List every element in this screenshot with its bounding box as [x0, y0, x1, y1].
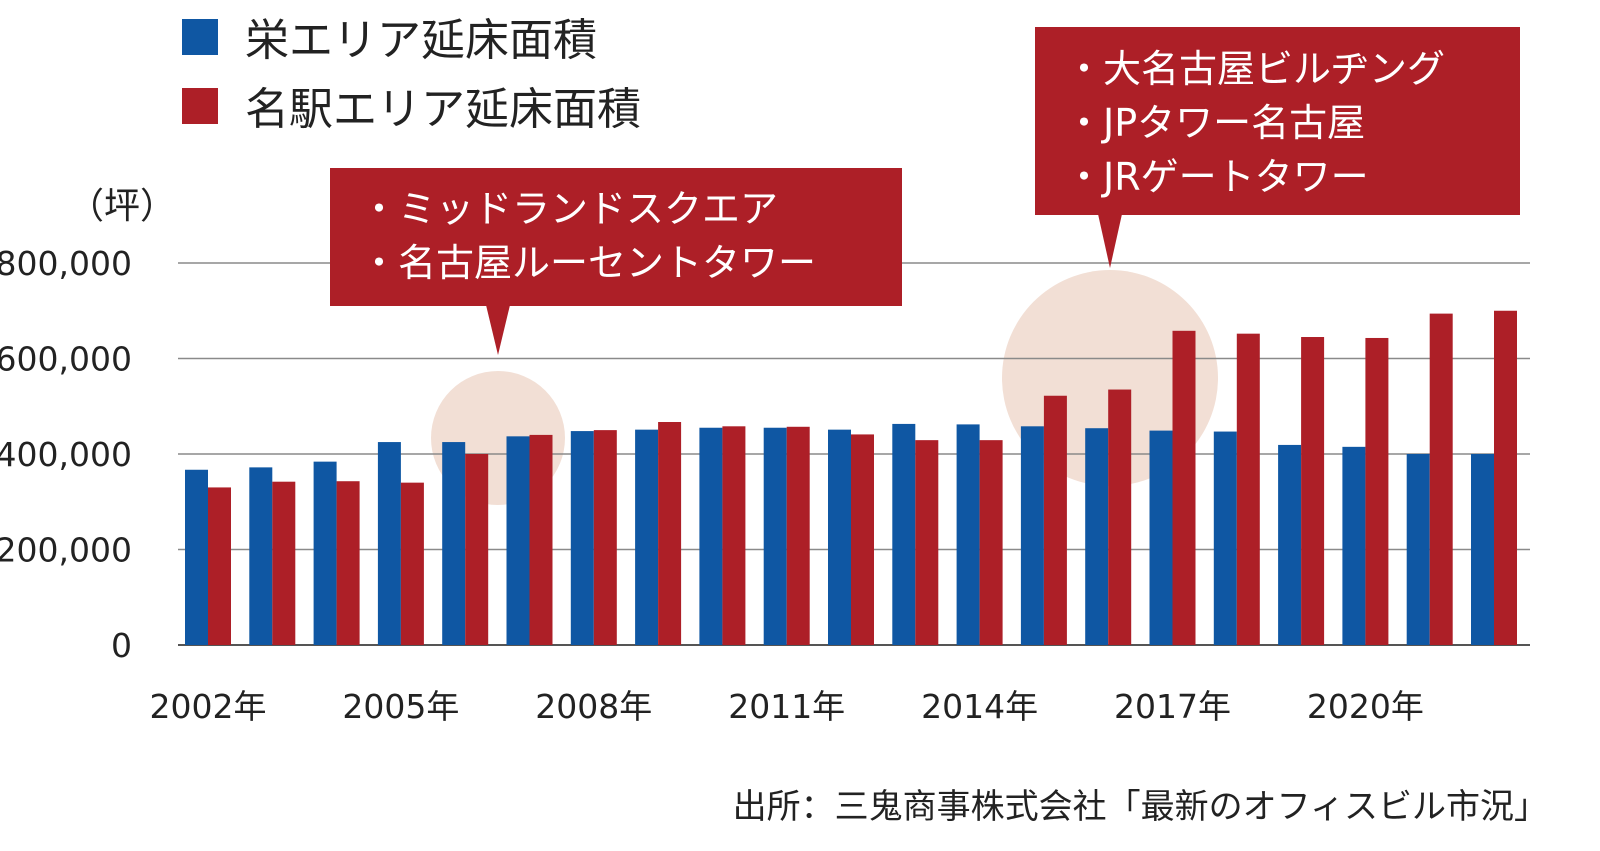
legend-swatch-sakae: [182, 19, 218, 55]
callout-text: ・大名古屋ビルヂング: [1065, 47, 1445, 91]
y-tick-label: 800,000: [0, 244, 132, 283]
bar-meieki-19: [1429, 313, 1453, 645]
bar-sakae-12: [956, 424, 980, 645]
callout-box: [330, 168, 902, 306]
bar-sakae-1: [249, 467, 273, 645]
y-unit-label: （坪）: [68, 186, 176, 227]
y-tick-label: 400,000: [0, 435, 132, 474]
bar-sakae-14: [1085, 428, 1109, 645]
callout-text: ・名古屋ルーセントタワー: [360, 241, 816, 285]
bar-sakae-19: [1406, 454, 1430, 645]
bar-meieki-0: [208, 487, 231, 645]
legend-label-meieki: 名駅エリア延床面積: [245, 84, 641, 135]
callout-text: ・JPタワー名古屋: [1065, 101, 1365, 145]
bar-meieki-8: [722, 426, 746, 645]
callout-pointer: [486, 305, 510, 355]
legend-swatch-meieki: [182, 88, 218, 124]
y-tick-label: 600,000: [0, 340, 132, 379]
callout-pointer: [1098, 214, 1122, 268]
bar-meieki-4: [465, 454, 489, 645]
bar-meieki-10: [851, 434, 874, 645]
bar-sakae-9: [763, 427, 787, 645]
bar-sakae-7: [635, 429, 659, 645]
legend: 栄エリア延床面積 名駅エリア延床面積: [182, 15, 641, 135]
bar-sakae-18: [1342, 446, 1366, 645]
y-tick-label: 0: [111, 626, 132, 665]
bars: [185, 310, 1517, 645]
bar-meieki-18: [1365, 337, 1389, 645]
x-tick-label: 2011年: [728, 687, 845, 726]
bar-meieki-7: [658, 422, 682, 645]
bar-sakae-13: [1020, 426, 1044, 645]
bar-meieki-5: [529, 434, 553, 645]
y-tick-label: 200,000: [0, 531, 132, 570]
x-axis-ticks: 2002年 2005年 2008年 2011年 2014年 2017年 2020年: [150, 687, 1424, 726]
bar-meieki-1: [272, 481, 296, 645]
bar-sakae-20: [1471, 454, 1494, 645]
bar-meieki-2: [336, 481, 360, 645]
bar-sakae-15: [1149, 430, 1173, 645]
x-tick-label: 2002年: [150, 687, 267, 726]
bar-meieki-14: [1108, 389, 1132, 645]
bar-sakae-0: [185, 469, 208, 645]
bar-meieki-15: [1172, 330, 1196, 645]
callouts: ・ミッドランドスクエア・名古屋ルーセントタワー ・大名古屋ビルヂング・JPタワー名…: [330, 27, 1520, 355]
bar-meieki-17: [1301, 337, 1325, 645]
bar-sakae-16: [1213, 431, 1237, 645]
bar-meieki-20: [1494, 310, 1517, 645]
bar-meieki-9: [786, 426, 810, 645]
bar-sakae-6: [570, 431, 594, 645]
callout-box: [1035, 27, 1520, 215]
x-tick-label: 2020年: [1307, 687, 1424, 726]
callout-text: ・ミッドランドスクエア: [360, 187, 778, 231]
bar-meieki-16: [1236, 333, 1260, 645]
x-tick-label: 2005年: [342, 687, 459, 726]
x-tick-label: 2014年: [921, 687, 1038, 726]
bar-sakae-5: [506, 436, 530, 645]
bar-sakae-11: [892, 423, 916, 645]
callout-text: ・JRゲートタワー: [1065, 155, 1369, 199]
bar-sakae-2: [313, 461, 337, 645]
bar-sakae-4: [442, 442, 466, 645]
bar-meieki-3: [400, 482, 424, 645]
legend-label-sakae: 栄エリア延床面積: [245, 15, 597, 66]
bar-meieki-12: [979, 440, 1003, 645]
bar-sakae-17: [1278, 444, 1302, 645]
bar-sakae-8: [699, 427, 723, 645]
x-tick-label: 2008年: [535, 687, 652, 726]
y-axis-ticks: 0 200,000 400,000 600,000 800,000: [0, 244, 132, 665]
bar-meieki-6: [593, 430, 617, 645]
bar-sakae-3: [377, 442, 401, 645]
bar-meieki-13: [1043, 395, 1067, 645]
bar-sakae-10: [828, 429, 851, 645]
bar-meieki-11: [915, 440, 939, 645]
x-tick-label: 2017年: [1114, 687, 1231, 726]
source-note: 出所：三鬼商事株式会社「最新のオフィスビル市況」: [733, 787, 1548, 827]
